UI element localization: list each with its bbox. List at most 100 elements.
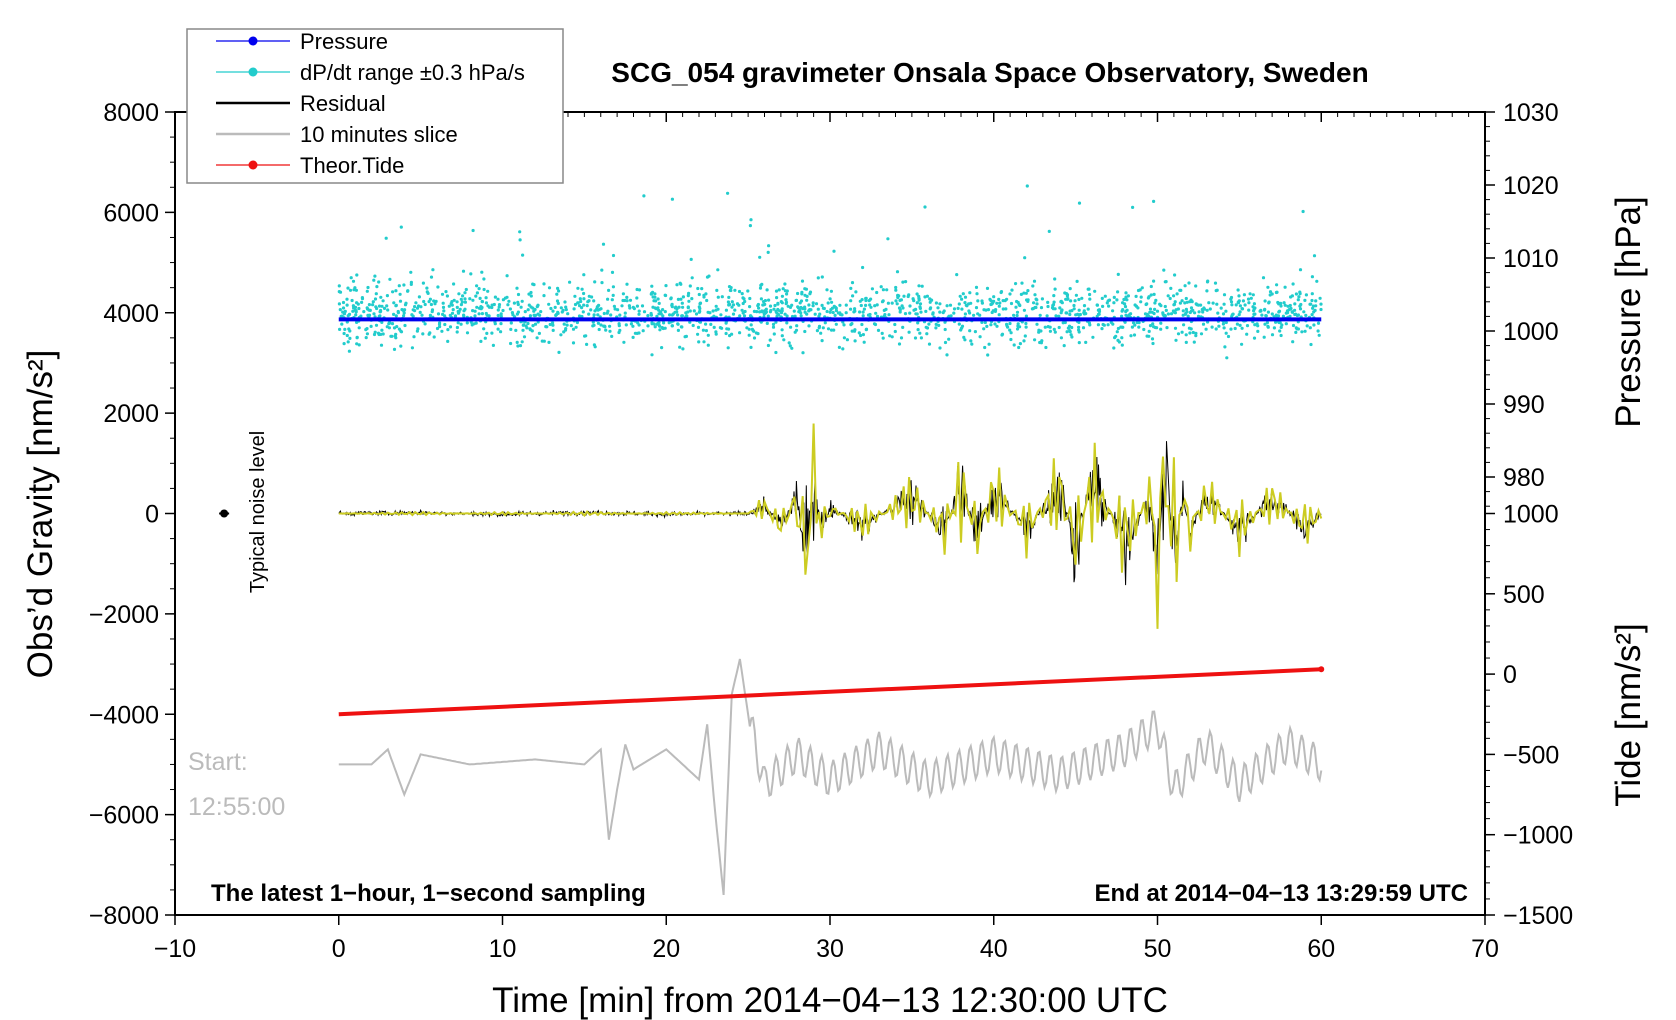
dpdt-point — [790, 346, 794, 350]
dpdt-point — [1163, 304, 1167, 309]
dpdt-point — [1008, 321, 1012, 326]
dpdt-point — [1186, 314, 1190, 318]
dpdt-point — [1213, 281, 1218, 285]
dpdt-point — [1112, 295, 1116, 299]
dpdt-point — [697, 340, 701, 344]
dpdt-point — [458, 307, 462, 311]
legend-item: Residual — [216, 91, 386, 116]
dpdt-point — [556, 286, 560, 290]
dpdt-point — [1039, 306, 1044, 310]
dpdt-point — [384, 236, 388, 240]
dpdt-point — [350, 298, 354, 303]
dpdt-point — [429, 302, 433, 307]
x-tick-label: 40 — [980, 935, 1008, 963]
dpdt-point — [529, 290, 533, 295]
dpdt-point — [801, 351, 805, 355]
dpdt-point — [456, 311, 461, 315]
dpdt-point — [518, 238, 522, 242]
dpdt-point — [970, 342, 974, 346]
dpdt-point — [660, 346, 664, 350]
dpdt-point — [420, 313, 424, 317]
dpdt-point — [1125, 308, 1129, 312]
dpdt-point — [491, 343, 495, 347]
dpdt-point — [521, 328, 525, 332]
dpdt-point — [1073, 299, 1077, 303]
dpdt-point — [985, 286, 990, 290]
dpdt-point — [1023, 256, 1027, 260]
dpdt-point — [395, 325, 399, 329]
dpdt-point — [828, 310, 832, 314]
dpdt-point — [841, 347, 845, 351]
dpdt-point — [825, 288, 829, 292]
dpdt-point — [1318, 296, 1322, 300]
dpdt-point — [782, 338, 786, 342]
dpdt-point — [795, 324, 799, 328]
dpdt-point — [1035, 302, 1039, 306]
dpdt-point — [731, 312, 736, 316]
dpdt-point — [340, 314, 344, 318]
dpdt-point — [1305, 324, 1309, 328]
dpdt-point — [1268, 290, 1273, 294]
dpdt-point — [1277, 310, 1281, 314]
dpdt-point — [772, 307, 776, 311]
dpdt-point — [826, 327, 831, 331]
legend-swatch-dot — [248, 67, 258, 77]
dpdt-point — [602, 311, 606, 316]
dpdt-point — [968, 329, 972, 333]
dpdt-point — [1312, 254, 1317, 258]
dpdt-point — [637, 323, 641, 327]
dpdt-point — [834, 309, 839, 313]
dpdt-point — [365, 289, 369, 293]
dpdt-point — [767, 244, 771, 248]
dpdt-point — [520, 340, 524, 344]
dpdt-point — [1004, 307, 1008, 311]
tide-tick-label: −1500 — [1503, 902, 1573, 930]
dpdt-point — [515, 340, 519, 344]
dpdt-point — [461, 269, 466, 273]
dpdt-point — [390, 322, 395, 326]
dpdt-point — [1009, 301, 1014, 306]
dpdt-point — [923, 205, 927, 209]
dpdt-point — [409, 280, 413, 284]
dpdt-point — [724, 331, 728, 336]
dpdt-point — [376, 331, 381, 335]
dpdt-point — [1312, 310, 1316, 314]
dpdt-point — [625, 282, 629, 286]
dpdt-point — [352, 306, 356, 310]
dpdt-point — [564, 327, 568, 331]
dpdt-point — [528, 314, 533, 318]
dpdt-point — [938, 310, 942, 314]
dpdt-point — [1114, 334, 1118, 338]
dpdt-point — [1184, 340, 1188, 344]
dpdt-point — [1237, 313, 1241, 317]
dpdt-point — [600, 281, 604, 285]
dpdt-point — [1172, 294, 1176, 298]
dpdt-point — [346, 340, 350, 344]
dpdt-point — [1112, 346, 1116, 350]
dpdt-point — [1274, 320, 1278, 324]
dpdt-point — [735, 302, 740, 306]
dpdt-point — [611, 253, 616, 258]
dpdt-point — [995, 301, 999, 305]
dpdt-point — [1054, 314, 1058, 318]
dpdt-point — [1249, 296, 1253, 300]
dpdt-point — [1310, 313, 1314, 317]
dpdt-point — [516, 302, 520, 307]
dpdt-point — [1175, 292, 1179, 296]
dpdt-point — [708, 311, 712, 315]
dpdt-point — [357, 326, 361, 330]
dpdt-point — [1086, 287, 1090, 291]
dpdt-point — [1169, 286, 1173, 290]
dpdt-point — [576, 286, 580, 290]
dpdt-point — [1194, 334, 1198, 338]
dpdt-point — [528, 328, 533, 332]
dpdt-point — [915, 312, 919, 316]
dpdt-point — [805, 294, 809, 298]
dpdt-point — [838, 312, 843, 317]
dpdt-point — [1283, 303, 1287, 307]
dpdt-point — [1204, 327, 1208, 331]
dpdt-point — [379, 343, 384, 347]
dpdt-point — [501, 298, 505, 302]
dpdt-point — [1289, 306, 1293, 311]
dpdt-point — [711, 309, 715, 313]
